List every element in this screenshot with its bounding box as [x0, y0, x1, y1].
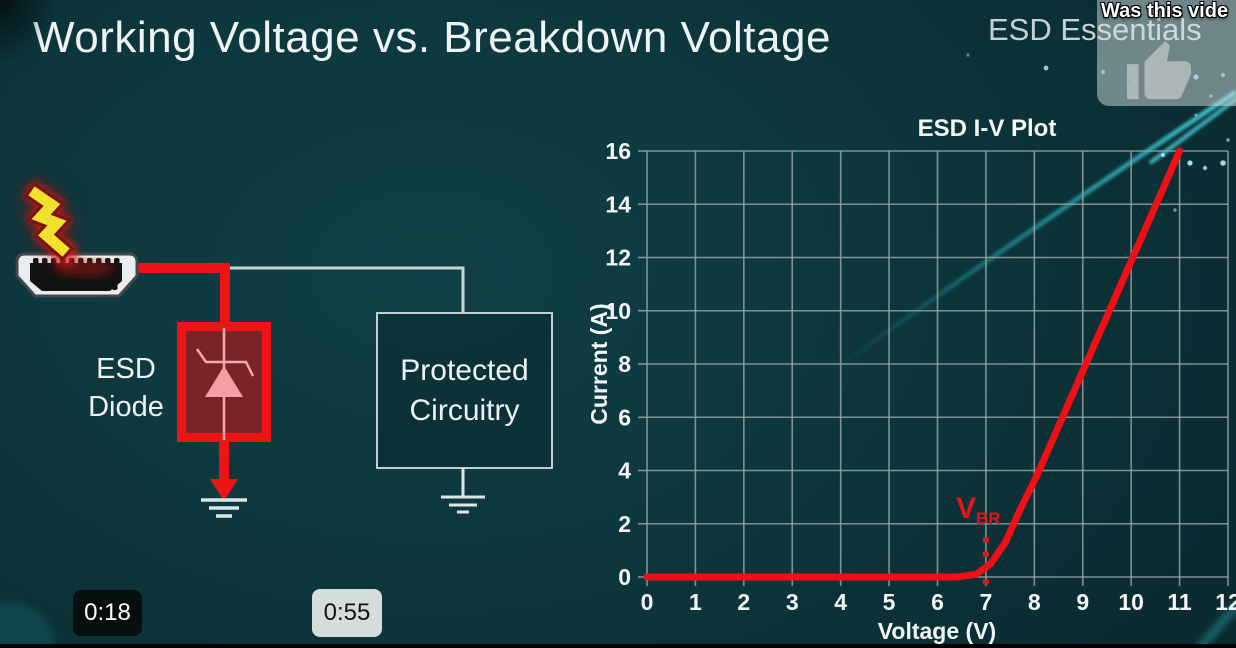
x-tick-label: 1 — [689, 589, 702, 615]
x-tick-label: 0 — [641, 589, 654, 615]
y-tick-label: 12 — [605, 245, 631, 271]
x-tick-label: 10 — [1118, 589, 1144, 615]
x-tick-label: 3 — [786, 589, 799, 615]
x-tick-label: 11 — [1167, 589, 1192, 615]
ground-icon — [201, 498, 247, 518]
ground-icon — [441, 468, 485, 514]
background-glow — [0, 603, 54, 648]
background-corner-streak — [1195, 601, 1236, 648]
vbr-annotation: VBR — [956, 492, 1001, 528]
protected-circuitry-label: Protected Circuitry — [400, 354, 529, 427]
esd-diode-label: ESD Diode — [88, 353, 164, 423]
x-tick-label: 7 — [980, 589, 993, 615]
y-tick-label: 6 — [618, 404, 631, 430]
background-curve — [818, 90, 1236, 382]
x-tick-label: 2 — [737, 589, 750, 615]
iv-curve — [643, 147, 1184, 581]
protected-circuitry-box — [376, 312, 553, 469]
thumbs-up-icon[interactable] — [1123, 38, 1195, 102]
y-tick-label: 8 — [618, 351, 631, 377]
signal-wire — [227, 266, 465, 314]
timestamp-chip[interactable]: 0:18 — [73, 590, 142, 636]
letterbox-bar — [0, 644, 1236, 648]
x-tick-label: 12 — [1215, 589, 1236, 615]
x-tick-label: 6 — [931, 589, 944, 615]
x-tick-label: 5 — [883, 589, 896, 615]
esd-current-arrow — [210, 442, 238, 501]
endscreen-prompt: Was this vide — [1101, 0, 1229, 22]
slide-title: Working Voltage vs. Breakdown Voltage — [33, 13, 831, 62]
x-tick-label: 8 — [1028, 589, 1041, 615]
x-tick-label: 9 — [1076, 589, 1089, 615]
y-tick-label: 16 — [605, 138, 631, 164]
y-tick-label: 14 — [605, 191, 631, 217]
chart-title: ESD I-V Plot — [917, 115, 1057, 142]
y-tick-label: 2 — [618, 511, 631, 537]
x-axis-label: Voltage (V) — [877, 618, 997, 644]
x-tick-label: 4 — [834, 589, 847, 615]
lightning-bolt-icon — [24, 182, 74, 261]
zener-diode-icon — [195, 328, 255, 440]
y-axis-label: Current (A) — [586, 303, 612, 425]
y-tick-label: 10 — [605, 298, 631, 324]
y-tick-label: 4 — [618, 458, 631, 484]
timestamp-chip[interactable]: 0:55 — [312, 589, 382, 637]
red-wire — [138, 263, 230, 326]
y-tick-label: 0 — [618, 564, 631, 590]
